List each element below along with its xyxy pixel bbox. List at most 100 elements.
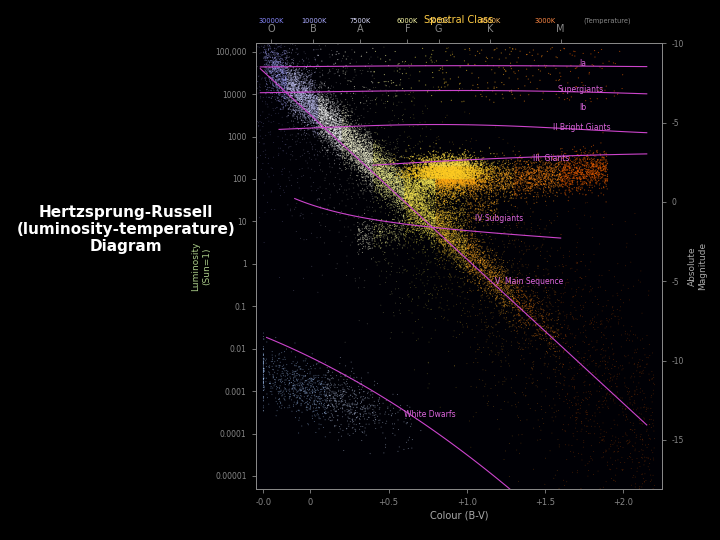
Point [480, 57, 492, 66]
Point [420, 180, 432, 189]
Point [436, 178, 448, 187]
Point [369, 177, 381, 186]
Point [541, 314, 552, 322]
Point [355, 98, 366, 107]
Point [458, 183, 469, 191]
Point [409, 169, 420, 178]
Point [304, 106, 315, 114]
Point [359, 139, 371, 147]
Point [382, 182, 394, 191]
Point [341, 152, 353, 160]
Point [300, 384, 311, 393]
Point [352, 134, 364, 143]
Point [328, 133, 339, 141]
Point [413, 208, 424, 217]
Point [524, 174, 536, 183]
Point [445, 200, 456, 209]
Point [404, 170, 415, 178]
Point [326, 105, 338, 114]
Point [569, 164, 580, 172]
Point [314, 147, 325, 156]
Point [434, 179, 446, 187]
Point [302, 120, 313, 129]
Point [328, 123, 339, 131]
Point [359, 168, 371, 177]
Point [420, 174, 432, 183]
Point [409, 161, 420, 170]
Point [564, 329, 576, 338]
Point [393, 285, 405, 293]
Point [482, 214, 493, 222]
Point [375, 167, 387, 176]
Point [580, 161, 592, 170]
Point [502, 177, 513, 185]
Point [316, 385, 328, 394]
Point [481, 289, 492, 298]
Point [587, 167, 598, 176]
Point [295, 375, 307, 384]
Point [403, 195, 415, 204]
Point [564, 164, 575, 173]
Point [595, 165, 607, 173]
Point [454, 212, 465, 221]
Point [409, 183, 420, 192]
Point [369, 408, 381, 417]
Point [286, 66, 297, 75]
Point [438, 165, 450, 174]
Point [308, 375, 320, 384]
Point [594, 408, 606, 416]
Point [454, 237, 465, 246]
Point [346, 143, 357, 151]
Point [365, 149, 377, 158]
Point [455, 175, 467, 184]
Point [496, 268, 508, 276]
Point [284, 394, 295, 403]
Point [299, 99, 310, 108]
Point [332, 129, 343, 138]
Point [302, 421, 314, 429]
Point [389, 164, 400, 173]
Point [456, 149, 468, 158]
Point [451, 157, 463, 166]
Point [437, 165, 449, 174]
Point [424, 170, 436, 178]
Point [449, 327, 460, 335]
Point [436, 172, 448, 181]
Point [307, 112, 319, 121]
Point [401, 189, 413, 198]
Point [423, 180, 435, 188]
Point [437, 147, 449, 156]
Point [431, 219, 443, 228]
Point [418, 164, 429, 173]
Point [409, 177, 420, 186]
Point [330, 144, 341, 153]
Point [415, 192, 427, 200]
Point [418, 214, 430, 223]
Point [521, 247, 532, 255]
Point [258, 394, 269, 402]
Point [403, 183, 415, 192]
Point [481, 272, 492, 281]
Point [436, 207, 447, 215]
Point [532, 305, 544, 314]
Point [572, 168, 584, 177]
Point [341, 126, 353, 134]
Point [350, 133, 361, 142]
Point [358, 140, 369, 149]
Point [433, 163, 444, 172]
Point [374, 173, 386, 182]
Point [495, 290, 507, 299]
Point [480, 281, 492, 289]
Point [338, 135, 349, 144]
Point [396, 184, 408, 193]
Point [334, 134, 346, 143]
Point [357, 161, 369, 170]
Point [473, 283, 485, 292]
Point [348, 409, 360, 417]
Point [319, 103, 330, 112]
Point [340, 111, 351, 120]
Point [365, 153, 377, 161]
Point [323, 84, 335, 92]
Point [340, 109, 351, 117]
Point [294, 70, 305, 79]
